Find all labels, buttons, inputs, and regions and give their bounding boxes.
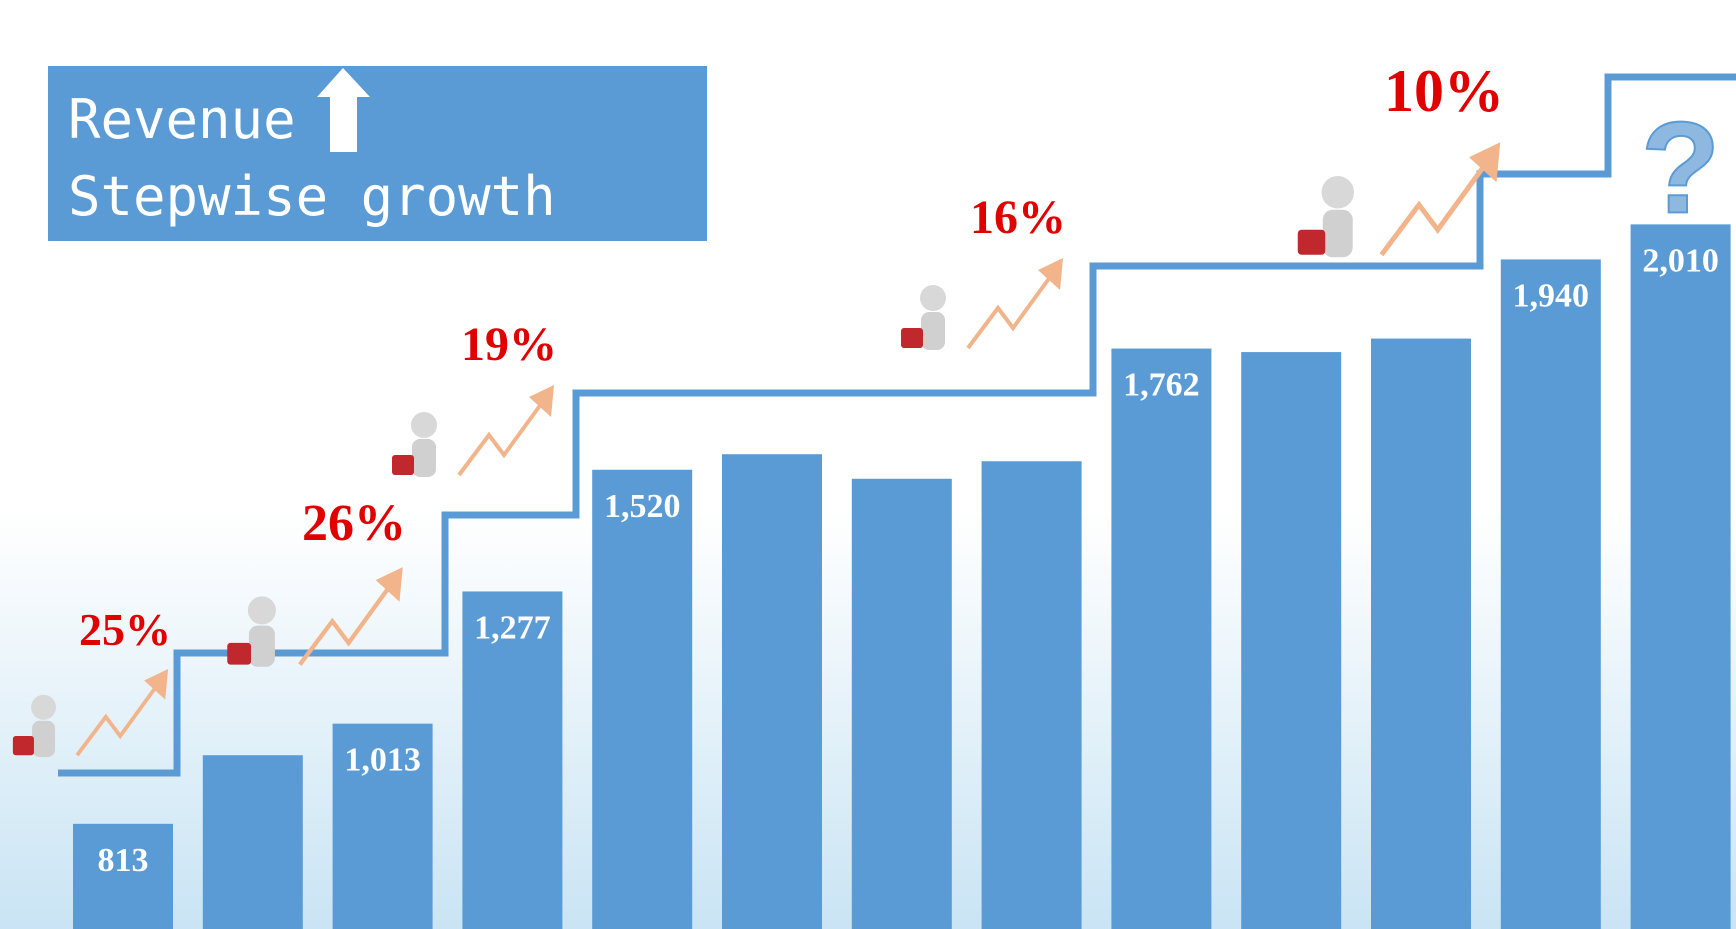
growth-arrow-icon	[457, 398, 546, 477]
figure-case	[392, 455, 414, 475]
figure-body	[32, 720, 56, 758]
growth-label: 26%	[302, 495, 406, 552]
figure-head	[247, 596, 276, 625]
figure-case	[1297, 229, 1326, 255]
figure-body	[921, 312, 945, 350]
figure-case	[12, 736, 34, 756]
figure-body	[1322, 209, 1353, 258]
bar	[1241, 352, 1342, 929]
bar	[981, 461, 1082, 929]
figure-body	[248, 625, 275, 667]
chart-title: Revenue	[68, 88, 296, 151]
growth-label: 25%	[79, 604, 171, 655]
stair-line	[58, 73, 1736, 777]
figure-head	[1321, 176, 1354, 209]
growth-label: 19%	[461, 318, 557, 371]
growth-arrow-head	[529, 385, 554, 417]
up-arrow-icon	[317, 68, 370, 152]
value-label: 1,013	[344, 742, 421, 779]
bar	[592, 469, 693, 929]
growth-arrow-head	[144, 668, 169, 700]
growth-arrow-icon	[966, 271, 1055, 350]
bar	[462, 591, 563, 929]
value-label: 1,762	[1123, 367, 1200, 404]
value-label: 1,940	[1513, 277, 1590, 314]
bar	[1630, 224, 1731, 929]
bar	[73, 823, 173, 929]
bar	[851, 478, 952, 929]
figure-head	[411, 412, 437, 438]
title-box	[48, 66, 707, 241]
growth-arrow-head	[375, 567, 403, 602]
growth-arrow-head	[1038, 258, 1063, 290]
figure-body	[412, 439, 436, 477]
bar	[202, 755, 303, 929]
growth-icons: 25% 26% 19% 16% 10%	[12, 58, 1504, 758]
growth-arrow-head	[1469, 142, 1501, 183]
growth-label: 10%	[1384, 58, 1504, 124]
bars	[73, 224, 1731, 929]
value-label: 813	[98, 842, 149, 879]
value-label: 2,010	[1642, 242, 1719, 279]
figure-case	[901, 328, 923, 348]
figure-head	[920, 285, 946, 311]
figure-head	[31, 694, 56, 720]
bar	[722, 454, 822, 929]
bar	[1371, 338, 1471, 929]
growth-arrow-icon	[75, 682, 161, 757]
value-label: 1,520	[604, 488, 681, 525]
question-mark: ?	[1641, 94, 1720, 240]
chart-subtitle: Stepwise growth	[68, 165, 556, 228]
growth-arrow-icon	[298, 582, 394, 666]
growth-arrow-icon	[1379, 159, 1490, 257]
bar	[332, 723, 433, 929]
figure-case	[227, 642, 252, 665]
growth-label: 16%	[970, 191, 1066, 244]
bar	[1500, 259, 1601, 929]
value-label: 1,277	[474, 609, 551, 646]
bar	[1111, 348, 1212, 929]
